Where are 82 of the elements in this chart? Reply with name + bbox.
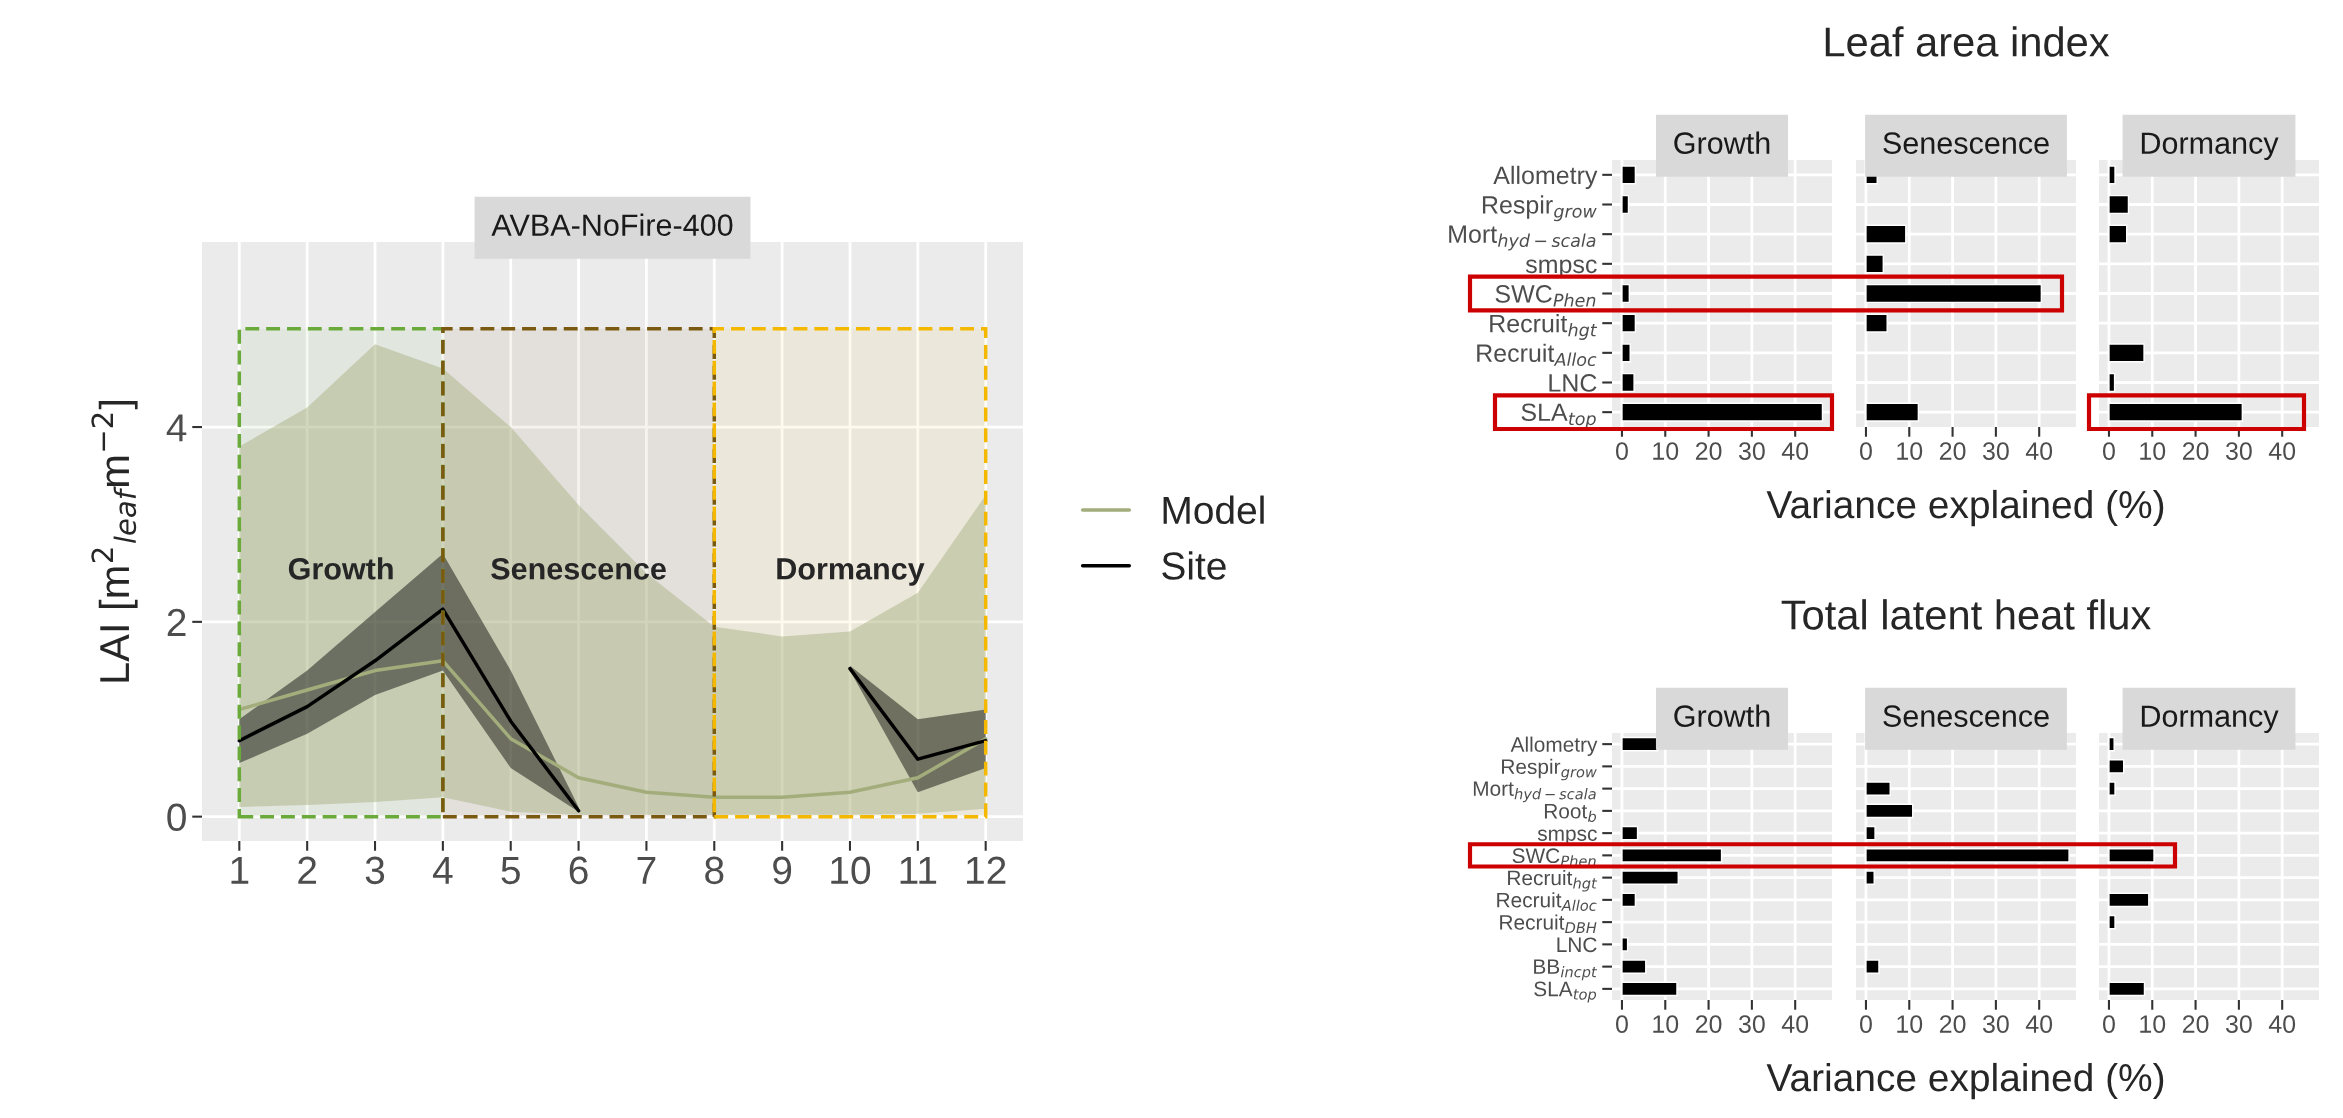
x-tick-label: 1	[231, 857, 249, 884]
chart-title: Leaf area index	[1825, 26, 2110, 57]
x-tick-label: 40	[1781, 442, 1809, 460]
y-tick-label: 2	[167, 608, 186, 636]
y-tick-label: Recruit$_{DBH}$	[1500, 914, 1597, 933]
x-tick-label: 12	[967, 856, 1006, 884]
x-tick-label: 20	[1695, 442, 1722, 460]
y-tick-label: Allometry	[1493, 165, 1598, 190]
x-tick-label: 10	[1653, 442, 1679, 460]
y-tick-label: BB$_{incpt}$	[1534, 959, 1598, 981]
y-tick-label: smpsc	[1537, 829, 1597, 845]
x-tick-label: 0	[1859, 442, 1872, 460]
x-tick-label: 30	[1982, 1015, 2009, 1033]
y-tick-label: Recruit$_{hgt}$	[1490, 314, 1598, 340]
chart-subtitle: Dormancy	[2141, 705, 2279, 733]
y-tick-label: 4	[166, 414, 187, 442]
x-tick-label: 20	[2182, 442, 2209, 460]
band-label: Senescence	[491, 558, 666, 580]
legend-label: Model	[1163, 495, 1264, 525]
y-tick-label: Recruit$_{Alloc}$	[1497, 892, 1597, 911]
y-tick-label: Allometry	[1510, 736, 1598, 756]
y-tick-label: Mort$_{hyd−scala}$	[1449, 225, 1596, 251]
x-tick-label: 30	[2225, 1015, 2252, 1033]
y-tick-label: LNC	[1557, 937, 1597, 953]
y-axis-title: LAI [m$^{2}$$_{leaf}$m$^{−2}$]	[91, 400, 138, 682]
x-tick-label: 10	[831, 856, 871, 885]
x-axis-title: Variance explained (%)	[1766, 489, 2164, 527]
y-tick-label: Recruit$_{hgt}$	[1508, 870, 1598, 892]
x-tick-label: 2	[298, 856, 317, 884]
y-tick-label: Root$_{b}$	[1544, 804, 1597, 823]
x-tick-label: 30	[1982, 442, 2009, 460]
x-tick-label: 10	[2140, 442, 2166, 460]
y-tick-label: smpsc	[1525, 259, 1597, 279]
y-tick-label: Respir$_{grow}$	[1482, 195, 1597, 222]
x-tick-label: 5	[501, 857, 520, 885]
x-tick-label: 20	[1939, 1015, 1966, 1033]
x-tick-label: 20	[1939, 442, 1966, 460]
x-tick-label: 11	[900, 857, 937, 884]
y-tick-label: SWC$_{Phen}$	[1495, 285, 1596, 307]
y-tick-label: Mort$_{hyd−scala}$	[1473, 781, 1596, 803]
x-tick-label: 10	[1897, 442, 1923, 460]
y-tick-label: SLA$_{top}$	[1521, 403, 1596, 429]
chart-subtitle: Dormancy	[2141, 132, 2279, 160]
band-label: Growth	[288, 557, 393, 580]
x-tick-label: 40	[2025, 1015, 2053, 1033]
chart-subtitle: Senescence	[1883, 132, 2049, 154]
x-tick-label: 40	[2025, 442, 2053, 460]
x-tick-label: 20	[1695, 1015, 1722, 1033]
x-tick-label: 0	[1615, 1015, 1628, 1033]
y-tick-label: 0	[167, 803, 186, 832]
x-tick-label: 30	[1738, 1015, 1765, 1033]
x-tick-label: 3	[365, 856, 385, 885]
chart-title: Total latent heat flux	[1781, 599, 2151, 630]
y-tick-label: SLA$_{top}$	[1534, 981, 1597, 1003]
y-tick-label: Respir$_{grow}$	[1502, 758, 1597, 781]
y-tick-label: LNC	[1549, 374, 1597, 392]
x-tick-label: 10	[1653, 1015, 1679, 1033]
x-tick-label: 6	[569, 856, 588, 885]
y-tick-label: Recruit$_{Alloc}$	[1477, 343, 1597, 367]
x-tick-label: 4	[432, 857, 453, 884]
x-tick-label: 40	[2268, 442, 2296, 460]
chart-title: AVBA-NoFire-400	[491, 213, 733, 236]
x-tick-label: 0	[2102, 442, 2115, 460]
x-tick-label: 10	[1897, 1015, 1923, 1033]
chart-subtitle: Senescence	[1883, 705, 2049, 727]
x-tick-label: 30	[2225, 442, 2252, 460]
x-tick-label: 30	[1738, 442, 1765, 460]
chart-subtitle: Growth	[1674, 704, 1770, 727]
x-axis-title: Variance explained (%)	[1766, 1062, 2164, 1100]
x-tick-label: 0	[1859, 1015, 1872, 1033]
x-tick-label: 0	[1615, 442, 1628, 460]
x-tick-label: 7	[637, 857, 656, 884]
band-label: Dormancy	[777, 558, 925, 586]
x-tick-label: 8	[705, 856, 724, 885]
legend-label: Site	[1162, 551, 1226, 580]
x-tick-label: 40	[1781, 1015, 1809, 1033]
x-tick-label: 40	[2268, 1015, 2296, 1033]
x-tick-label: 0	[2102, 1015, 2115, 1033]
x-tick-label: 9	[773, 856, 792, 885]
x-tick-label: 10	[2140, 1015, 2166, 1033]
chart-subtitle: Growth	[1674, 131, 1770, 154]
x-tick-label: 20	[2182, 1015, 2209, 1033]
